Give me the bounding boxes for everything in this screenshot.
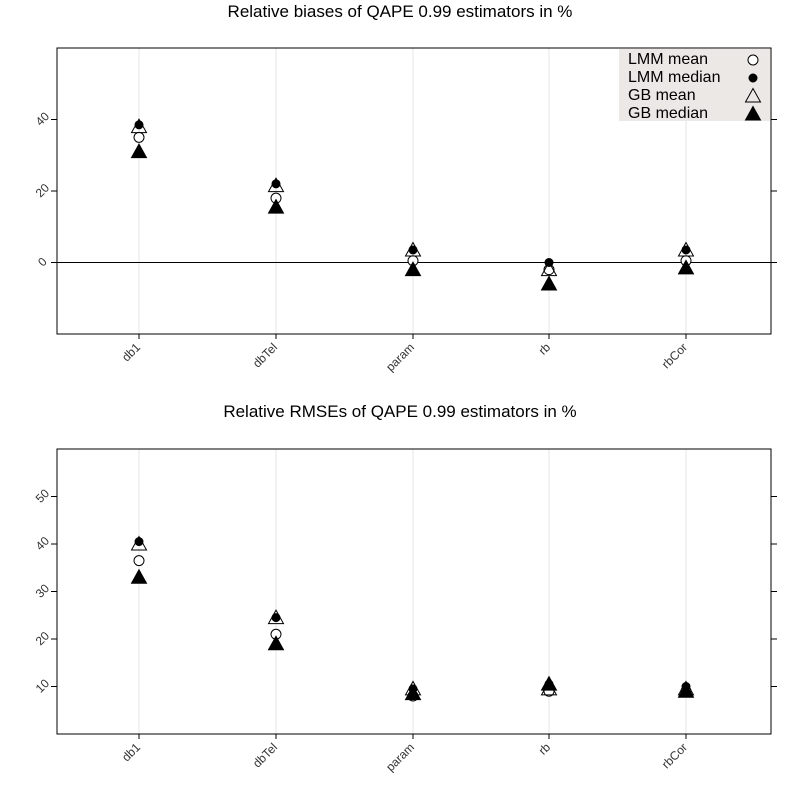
point-gb-mean-dbTel — [267, 609, 285, 625]
y-tick-label: 40 — [33, 534, 53, 554]
point-gb-mean-param — [404, 241, 422, 257]
point-gb-mean-rbCor — [677, 241, 695, 257]
x-tick-label-rb: rb — [536, 740, 554, 758]
point-gb-mean-dbTel — [267, 177, 285, 193]
x-tick-label-rbCor: rbCor — [659, 340, 690, 371]
point-gb-median-dbTel — [267, 198, 285, 214]
y-tick-label: 0 — [35, 254, 50, 269]
y-tick-label: 10 — [33, 676, 53, 696]
point-gb-median-param — [404, 685, 422, 701]
y-tick-label: 50 — [33, 486, 53, 506]
point-gb-median-rbCor — [677, 259, 695, 275]
point-gb-median-dbTel — [267, 635, 285, 651]
x-tick-label-db1: db1 — [119, 740, 143, 764]
x-tick-label-param: param — [383, 740, 417, 774]
point-gb-median-rb — [540, 275, 558, 291]
y-tick-label: 40 — [33, 109, 53, 129]
point-gb-median-rb — [540, 675, 558, 691]
legend-label: LMM mean — [628, 51, 708, 68]
point-gb-mean-db1 — [130, 535, 148, 551]
point-gb-median-param — [404, 261, 422, 277]
legend-box — [619, 49, 770, 121]
y-tick-label: 20 — [33, 629, 53, 649]
x-tick-label-param: param — [383, 340, 417, 374]
legend-marker-gb-median — [744, 105, 762, 121]
x-tick-label-rbCor: rbCor — [659, 740, 690, 771]
chart-title-biases: Relative biases of QAPE 0.99 estimators … — [227, 2, 573, 21]
panel-rmses: 10 20 30 40 50 db1 dbTel param rb rbCor — [33, 448, 777, 774]
point-lmm-mean-db1 — [133, 131, 145, 143]
legend-label: LMM median — [628, 69, 720, 86]
point-gb-median-db1 — [130, 143, 148, 159]
point-lmm-mean-db1 — [133, 555, 145, 567]
legend-marker-gb-mean — [744, 87, 762, 103]
y-tick-label: 20 — [33, 181, 53, 201]
x-tick-label-rb: rb — [536, 340, 554, 358]
series-gb-median — [130, 143, 695, 291]
point-gb-median-rbCor — [677, 682, 695, 698]
legend-marker-lmm-mean — [747, 54, 759, 66]
x-tick-label-dbTel: dbTel — [250, 740, 280, 770]
legend-marker-lmm-median — [748, 73, 758, 83]
x-tick-label-dbTel: dbTel — [250, 340, 280, 370]
legend-label: GB median — [628, 105, 708, 122]
series-gb-mean — [130, 118, 695, 277]
y-tick-label: 30 — [33, 581, 53, 601]
chart-title-rmses: Relative RMSEs of QAPE 0.99 estimators i… — [223, 402, 577, 421]
point-gb-median-db1 — [130, 568, 148, 584]
legend-label: GB mean — [628, 87, 696, 104]
point-gb-mean-db1 — [130, 118, 148, 134]
series-gb-median — [130, 568, 695, 701]
x-tick-label-db1: db1 — [119, 340, 143, 364]
